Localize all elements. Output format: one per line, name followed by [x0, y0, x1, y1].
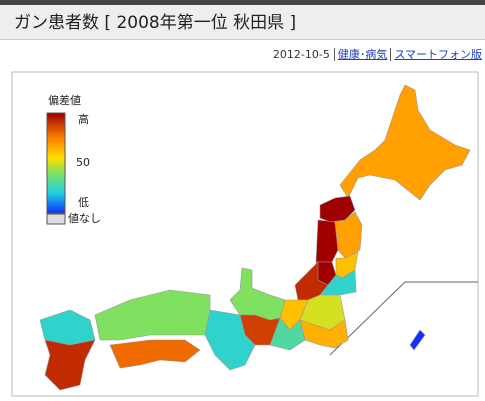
region — [319, 195, 356, 223]
meta-line: 2012-10-5 健康･病気 スマートフォン版 — [269, 46, 485, 62]
region — [109, 339, 201, 369]
date: 2012-10-5 — [272, 48, 330, 61]
top-bar — [0, 0, 485, 5]
legend-title: 偏差値 — [48, 93, 81, 107]
legend-mid: 50 — [76, 156, 90, 169]
region — [299, 319, 349, 349]
region — [339, 84, 471, 201]
region — [315, 219, 339, 263]
legend-low: 低 — [78, 196, 89, 209]
legend-none-label: 値なし — [68, 212, 101, 225]
legend-high: 高 — [78, 112, 89, 126]
smartphone-link[interactable]: スマートフォン版 — [390, 48, 485, 61]
region — [409, 329, 426, 351]
page-title: ガン患者数 [ 2008年第一位 秋田県 ] — [0, 5, 485, 40]
region — [44, 339, 96, 391]
legend-gradient — [46, 112, 66, 214]
region — [204, 309, 256, 371]
category-link[interactable]: 健康･病気 — [333, 48, 391, 61]
okinawa-inset — [329, 281, 478, 356]
legend-none — [46, 213, 66, 225]
region — [334, 211, 363, 259]
region — [94, 289, 211, 341]
